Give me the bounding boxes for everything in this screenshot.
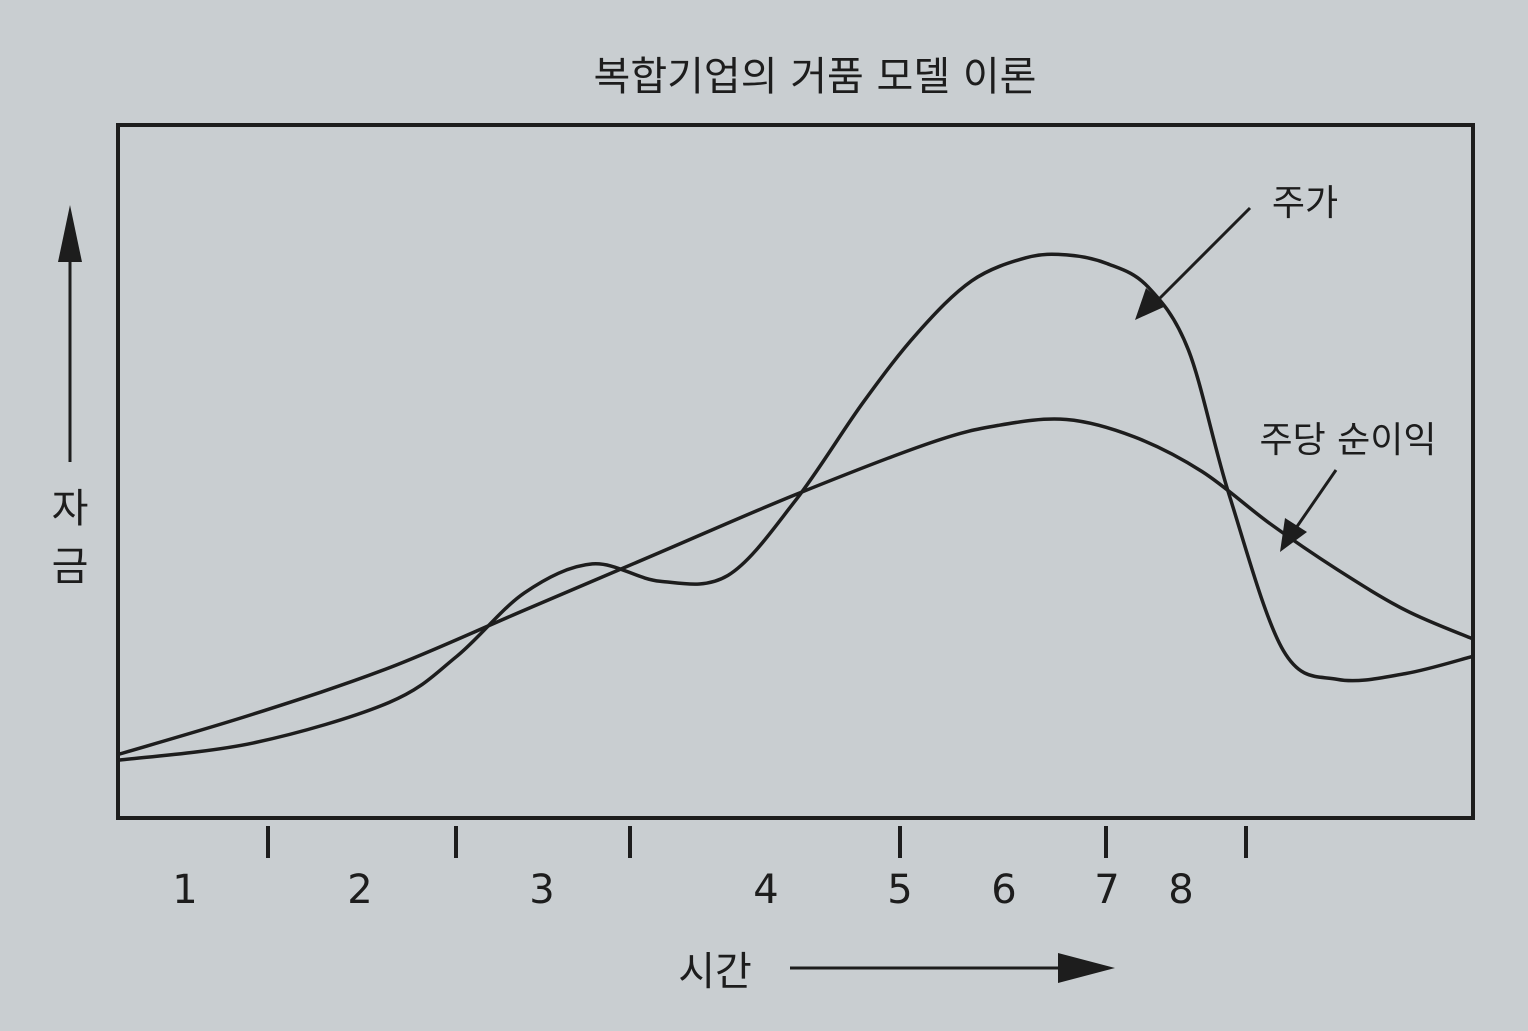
x-axis-arrow bbox=[790, 953, 1115, 983]
x-axis-arrowhead bbox=[1058, 953, 1115, 983]
x-tick-label-8: 8 bbox=[1168, 867, 1193, 913]
annotation-arrow-eps bbox=[1280, 469, 1338, 552]
x-tick-label-1: 1 bbox=[172, 867, 197, 913]
x-tick-label-3: 3 bbox=[529, 867, 554, 913]
x-tick-label-6: 6 bbox=[991, 867, 1016, 913]
x-axis-label: 시간 bbox=[678, 949, 752, 995]
y-axis-label-char-1: 자 bbox=[52, 486, 89, 532]
series-line-stock-price bbox=[117, 252, 1474, 763]
y-axis-arrow bbox=[58, 205, 82, 462]
x-axis-ticks bbox=[266, 826, 1248, 858]
y-axis-label-char-2: 금 bbox=[52, 544, 89, 590]
chart-title: 복합기업의 거품 모델 이론 bbox=[594, 54, 1037, 100]
x-axis-tick-labels: 1 2 3 4 5 6 7 8 bbox=[172, 867, 1193, 913]
series-layer bbox=[117, 252, 1474, 763]
plot-frame bbox=[116, 123, 1475, 820]
series-line-eps bbox=[117, 417, 1474, 757]
x-tick-label-5: 5 bbox=[887, 867, 912, 913]
x-tick-label-2: 2 bbox=[347, 867, 372, 913]
x-tick-label-4: 4 bbox=[753, 867, 778, 913]
y-axis-arrowhead bbox=[58, 205, 82, 262]
annotation-label-eps: 주당 순이익 bbox=[1259, 420, 1436, 461]
annotation-label-stock-price: 주가 bbox=[1272, 183, 1338, 224]
x-tick-label-7: 7 bbox=[1094, 867, 1119, 913]
annotation-arrow-stock-price bbox=[1135, 206, 1252, 320]
